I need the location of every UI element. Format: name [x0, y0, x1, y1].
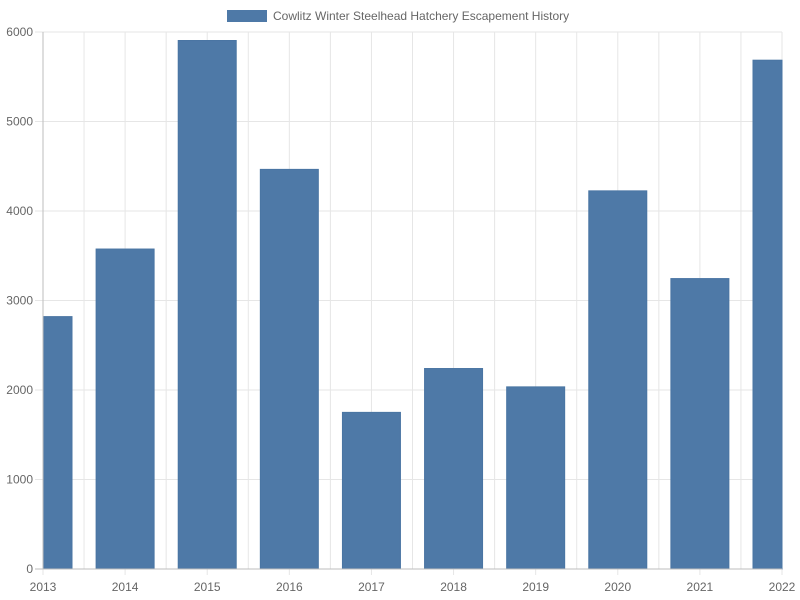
x-tick-label: 2015: [194, 580, 221, 594]
x-tick-label: 2013: [30, 580, 57, 594]
bar-2022[interactable]: [752, 59, 783, 570]
legend-label: Cowlitz Winter Steelhead Hatchery Escape…: [273, 9, 569, 23]
legend: Cowlitz Winter Steelhead Hatchery Escape…: [227, 9, 569, 23]
bar-2016[interactable]: [259, 168, 319, 570]
axes: [35, 32, 782, 570]
x-tick-label: 2014: [112, 580, 139, 594]
y-tick-label: 3000: [6, 294, 33, 308]
x-tick-label: 2017: [358, 580, 385, 594]
bar-2021[interactable]: [670, 278, 730, 570]
y-tick-label: 4000: [6, 204, 33, 218]
x-tick-label: 2019: [522, 580, 549, 594]
bar-2015[interactable]: [177, 40, 237, 570]
x-tick-label: 2016: [276, 580, 303, 594]
y-tick-label: 1000: [6, 473, 33, 487]
bar-2020[interactable]: [588, 190, 648, 570]
y-tick-label: 0: [26, 562, 33, 576]
y-axis-ticks: 0 1000 2000 3000 4000 5000 6000: [6, 25, 33, 576]
bar-2018[interactable]: [424, 368, 484, 570]
bar-2013[interactable]: [42, 316, 73, 570]
x-tick-label: 2018: [440, 580, 467, 594]
y-tick-label: 5000: [6, 115, 33, 129]
bar-2017[interactable]: [341, 411, 401, 570]
bar-2019[interactable]: [506, 386, 566, 570]
y-tick-label: 6000: [6, 25, 33, 39]
bar-2014[interactable]: [95, 248, 155, 570]
legend-swatch: [227, 10, 267, 22]
x-tick-label: 2020: [604, 580, 631, 594]
x-tick-label: 2022: [769, 580, 796, 594]
y-tick-label: 2000: [6, 383, 33, 397]
x-axis-ticks: 2013 2014 2015 2016 2017 2018 2019 2020 2021 2022: [30, 580, 796, 594]
x-tick-label: 2021: [687, 580, 714, 594]
